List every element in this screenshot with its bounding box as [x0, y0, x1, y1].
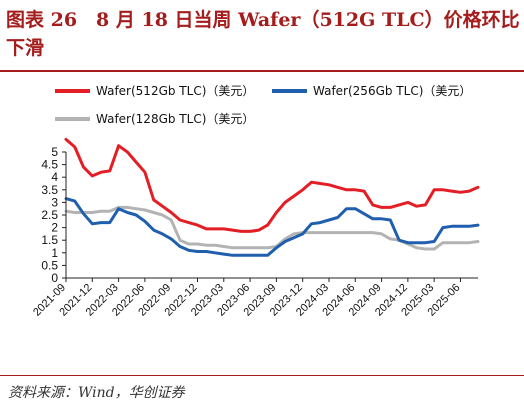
y-tick-label: 3 — [51, 195, 58, 209]
legend-swatch-256gb — [272, 88, 307, 93]
line-chart: 00.511.522.533.544.55 2021-092021-122022… — [31, 137, 480, 319]
legend-label-256gb: Wafer(256Gb TLC)（美元） — [313, 84, 472, 98]
legend-item-512gb: Wafer(512Gb TLC)（美元） — [55, 82, 254, 99]
y-tick-label: 1.5 — [41, 233, 58, 247]
series-line-256gb — [64, 197, 480, 257]
source-note: 资料来源：Wind，华创证券 — [8, 385, 185, 401]
y-tick-label: 0.5 — [41, 258, 58, 272]
series-line-512gb — [64, 137, 480, 233]
legend-swatch-512gb — [55, 88, 90, 93]
page-title: 图表 26 8 月 18 日当周 Wafer（512G TLC）价格环比下滑 — [6, 9, 520, 59]
chart-legend: Wafer(512Gb TLC)（美元） Wafer(256Gb TLC)（美元… — [0, 78, 524, 128]
y-tick-label: 5 — [51, 145, 58, 159]
y-tick-label: 4.5 — [41, 158, 58, 172]
legend-swatch-128gb — [55, 116, 90, 121]
y-tick-label: 3.5 — [41, 183, 58, 197]
y-tick-label: 2 — [51, 221, 58, 235]
legend-item-128gb: Wafer(128Gb TLC)（美元） — [55, 110, 254, 127]
y-tick-label: 0 — [51, 271, 58, 285]
series-line-128gb — [64, 205, 480, 251]
legend-item-256gb: Wafer(256Gb TLC)（美元） — [272, 82, 471, 99]
legend-label-512gb: Wafer(512Gb TLC)（美元） — [96, 84, 255, 98]
y-tick-label: 4 — [51, 170, 58, 184]
y-tick-label: 1 — [51, 246, 58, 260]
source-divider — [0, 375, 524, 376]
title-divider — [0, 70, 524, 72]
y-tick-label: 2.5 — [41, 208, 58, 222]
legend-label-128gb: Wafer(128Gb TLC)（美元） — [96, 112, 255, 126]
